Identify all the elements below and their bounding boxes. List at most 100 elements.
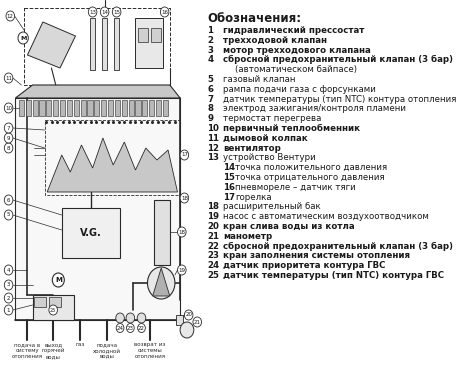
Bar [136,100,141,116]
Bar [122,100,127,116]
Circle shape [4,293,13,303]
Text: дымовой колпак: дымовой колпак [223,134,308,143]
Text: 25: 25 [208,271,219,280]
Polygon shape [27,22,75,68]
Circle shape [88,7,97,17]
Text: 12: 12 [7,14,14,18]
Bar [62,208,120,258]
Text: термостат перегрева: термостат перегрева [223,114,321,123]
Circle shape [4,265,13,275]
Bar [34,297,46,307]
Text: 11: 11 [208,134,219,143]
Bar [88,100,92,116]
Bar [81,100,86,116]
Bar [151,28,161,42]
Text: 9: 9 [208,114,213,123]
Text: 24: 24 [208,261,219,270]
Text: манометр: манометр [223,232,272,241]
Text: сбросной предохранительный клапан (3 бар): сбросной предохранительный клапан (3 бар… [223,55,453,64]
Bar [94,100,100,116]
Text: вентилятор: вентилятор [223,144,281,153]
Text: 4: 4 [7,268,10,273]
Circle shape [116,313,124,323]
Polygon shape [16,85,180,98]
Text: 21: 21 [194,319,201,325]
Text: 17: 17 [181,153,188,158]
Circle shape [49,305,57,315]
Text: подача
холодной
воды: подача холодной воды [93,342,121,359]
Text: газовый клапан: газовый клапан [223,75,295,84]
Polygon shape [47,138,177,192]
Circle shape [4,133,13,143]
Text: рампа подачи газа с форсунками: рампа подачи газа с форсунками [223,85,376,94]
Circle shape [127,323,134,333]
Text: устройство Вентури: устройство Вентури [223,153,316,162]
Bar [16,98,180,320]
Text: трехходовой клапан: трехходовой клапан [223,36,327,45]
Text: 6: 6 [208,85,213,94]
Text: 14: 14 [223,163,235,172]
Text: 18: 18 [208,202,219,211]
Bar [155,200,170,265]
Text: 1: 1 [7,308,10,313]
Circle shape [4,143,13,153]
Text: 3: 3 [7,282,10,288]
Text: кран заполнения системы отопления: кран заполнения системы отопления [223,251,410,261]
Text: датчик температуры (тип NTC) контура отопления: датчик температуры (тип NTC) контура ото… [223,95,456,104]
Text: Обозначения:: Обозначения: [208,12,301,25]
Text: 18: 18 [181,196,188,201]
Circle shape [137,313,146,323]
Bar [114,18,119,70]
Bar [60,100,65,116]
Text: датчик температуры (тип NTC) контура ГВС: датчик температуры (тип NTC) контура ГВС [223,271,444,280]
Text: 18: 18 [178,230,185,234]
Circle shape [180,193,189,203]
Circle shape [4,305,13,315]
Circle shape [177,265,186,275]
Text: 7: 7 [7,126,10,130]
Circle shape [52,273,64,287]
Text: выход
горячей
воды: выход горячей воды [42,342,65,359]
Text: 4: 4 [208,55,214,64]
Text: 23: 23 [127,325,134,331]
Bar [74,100,79,116]
Text: 14: 14 [101,9,108,14]
Text: 19: 19 [178,268,185,273]
Circle shape [4,210,13,220]
Text: 5: 5 [7,213,10,218]
Circle shape [147,267,175,299]
Text: электрод зажигания/контроля пламени: электрод зажигания/контроля пламени [223,104,406,113]
Polygon shape [153,268,170,296]
Text: мотор трехходового клапана: мотор трехходового клапана [223,46,371,55]
Bar [45,120,180,195]
Circle shape [18,32,28,44]
Circle shape [4,103,13,113]
Bar [33,295,74,320]
Text: 2: 2 [7,296,10,300]
Bar [39,100,45,116]
Text: 6: 6 [7,198,10,202]
Bar [138,28,148,42]
Text: 22: 22 [138,325,145,331]
Text: газ: газ [75,342,84,347]
Bar [46,100,52,116]
Bar [49,297,61,307]
Bar [26,100,31,116]
Text: возврат из
системы
отопления: возврат из системы отопления [135,342,166,359]
Bar [163,100,168,116]
Text: 21: 21 [208,232,219,241]
Circle shape [193,317,201,327]
Text: 12: 12 [208,144,219,153]
Bar [53,100,58,116]
Text: 8: 8 [7,146,10,150]
Text: 15: 15 [113,9,120,14]
Circle shape [180,150,189,160]
Bar [136,18,163,68]
Text: 25: 25 [50,308,56,313]
Circle shape [6,11,15,21]
Bar [101,100,106,116]
Bar [149,100,155,116]
Circle shape [4,123,13,133]
Circle shape [184,310,193,320]
Circle shape [4,73,13,83]
